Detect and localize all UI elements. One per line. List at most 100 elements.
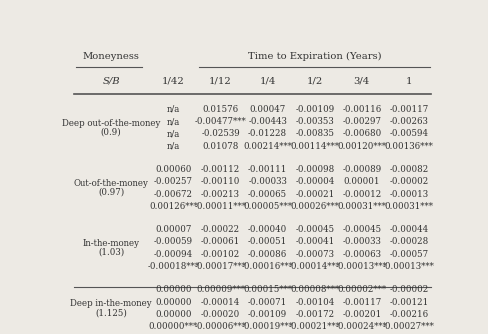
Text: -0.00109: -0.00109: [295, 105, 334, 114]
Text: -0.00041: -0.00041: [295, 237, 334, 246]
Text: n/a: n/a: [166, 130, 180, 139]
Text: -0.00033: -0.00033: [248, 177, 286, 186]
Text: -0.00086: -0.00086: [247, 250, 286, 259]
Text: -0.00012: -0.00012: [342, 190, 381, 199]
Text: -0.00117: -0.00117: [342, 298, 381, 307]
Text: -0.00006***: -0.00006***: [194, 322, 246, 331]
Text: -0.01228: -0.01228: [247, 130, 286, 139]
Text: -0.00045: -0.00045: [295, 225, 334, 234]
Text: -0.00002: -0.00002: [388, 177, 427, 186]
Text: 0.00136***: 0.00136***: [384, 142, 432, 151]
Text: 0.00008***: 0.00008***: [289, 285, 339, 294]
Text: -0.00017***: -0.00017***: [194, 262, 246, 271]
Text: -0.00013: -0.00013: [388, 190, 427, 199]
Text: 0.01078: 0.01078: [202, 142, 238, 151]
Text: -0.00021: -0.00021: [295, 190, 334, 199]
Text: -0.00002: -0.00002: [388, 285, 427, 294]
Text: -0.00109: -0.00109: [247, 310, 286, 319]
Text: -0.00257: -0.00257: [154, 177, 193, 186]
Text: -0.00014***: -0.00014***: [288, 262, 340, 271]
Text: -0.00201: -0.00201: [342, 310, 381, 319]
Text: 1/4: 1/4: [259, 77, 275, 86]
Text: 0.00214***: 0.00214***: [243, 142, 291, 151]
Text: S/B: S/B: [102, 77, 120, 86]
Text: -0.02539: -0.02539: [201, 130, 240, 139]
Text: 1/12: 1/12: [209, 77, 231, 86]
Text: -0.00073: -0.00073: [295, 250, 334, 259]
Text: -0.00353: -0.00353: [295, 117, 333, 126]
Text: -0.00071: -0.00071: [247, 298, 286, 307]
Text: -0.00094: -0.00094: [154, 250, 193, 259]
Text: 0.00002***: 0.00002***: [337, 285, 386, 294]
Text: 0.00000: 0.00000: [155, 285, 191, 294]
Text: -0.00443: -0.00443: [248, 117, 286, 126]
Text: -0.00098: -0.00098: [295, 165, 334, 174]
Text: (1.03): (1.03): [98, 248, 124, 257]
Text: 0.00007: 0.00007: [155, 225, 191, 234]
Text: 1/2: 1/2: [306, 77, 322, 86]
Text: Deep in-the-money: Deep in-the-money: [70, 300, 152, 309]
Text: -0.00011***: -0.00011***: [194, 202, 246, 211]
Text: 0.00005***: 0.00005***: [243, 202, 292, 211]
Text: Time to Expiration (Years): Time to Expiration (Years): [247, 52, 381, 61]
Text: -0.00045: -0.00045: [342, 225, 381, 234]
Text: -0.00216: -0.00216: [388, 310, 427, 319]
Text: -0.00022: -0.00022: [201, 225, 240, 234]
Text: -0.00089: -0.00089: [342, 165, 381, 174]
Text: 1: 1: [405, 77, 411, 86]
Text: -0.00065: -0.00065: [247, 190, 286, 199]
Text: -0.00013***: -0.00013***: [335, 262, 387, 271]
Text: -0.00028: -0.00028: [388, 237, 427, 246]
Text: In-the-money: In-the-money: [82, 239, 140, 248]
Text: 0.00126***: 0.00126***: [149, 202, 198, 211]
Text: Deep out-of-the-money: Deep out-of-the-money: [62, 119, 160, 128]
Text: -0.00112: -0.00112: [201, 165, 240, 174]
Text: -0.00102: -0.00102: [201, 250, 240, 259]
Text: -0.00213: -0.00213: [201, 190, 240, 199]
Text: -0.00051: -0.00051: [247, 237, 286, 246]
Text: 0.00015***: 0.00015***: [243, 285, 292, 294]
Text: 0.00060: 0.00060: [155, 165, 191, 174]
Text: Moneyness: Moneyness: [82, 52, 140, 61]
Text: -0.00477***: -0.00477***: [194, 117, 246, 126]
Text: -0.00018***: -0.00018***: [147, 262, 199, 271]
Text: -0.00014: -0.00014: [201, 298, 240, 307]
Text: 0.00026***: 0.00026***: [290, 202, 339, 211]
Text: (1.125): (1.125): [95, 308, 127, 317]
Text: -0.00116: -0.00116: [342, 105, 381, 114]
Text: -0.00021***: -0.00021***: [288, 322, 340, 331]
Text: n/a: n/a: [166, 142, 180, 151]
Text: -0.00082: -0.00082: [388, 165, 427, 174]
Text: -0.00594: -0.00594: [388, 130, 427, 139]
Text: -0.00172: -0.00172: [295, 310, 334, 319]
Text: 3/4: 3/4: [353, 77, 369, 86]
Text: 0.00000: 0.00000: [155, 310, 191, 319]
Text: -0.00672: -0.00672: [154, 190, 193, 199]
Text: -0.00044: -0.00044: [388, 225, 427, 234]
Text: -0.00111: -0.00111: [247, 165, 287, 174]
Text: (0.97): (0.97): [98, 188, 124, 197]
Text: 0.00031***: 0.00031***: [337, 202, 386, 211]
Text: -0.00063: -0.00063: [342, 250, 381, 259]
Text: -0.00110: -0.00110: [201, 177, 240, 186]
Text: -0.00680: -0.00680: [342, 130, 381, 139]
Text: n/a: n/a: [166, 105, 180, 114]
Text: -0.00121: -0.00121: [388, 298, 427, 307]
Text: -0.00117: -0.00117: [388, 105, 427, 114]
Text: -0.00057: -0.00057: [388, 250, 427, 259]
Text: 0.00031***: 0.00031***: [384, 202, 432, 211]
Text: 0.01576: 0.01576: [202, 105, 238, 114]
Text: 0.00009***: 0.00009***: [196, 285, 244, 294]
Text: -0.00061: -0.00061: [201, 237, 240, 246]
Text: -0.00013***: -0.00013***: [382, 262, 434, 271]
Text: 0.00000***: 0.00000***: [148, 322, 198, 331]
Text: -0.00835: -0.00835: [295, 130, 334, 139]
Text: -0.00297: -0.00297: [342, 117, 381, 126]
Text: n/a: n/a: [166, 117, 180, 126]
Text: 0.00120***: 0.00120***: [337, 142, 386, 151]
Text: -0.00059: -0.00059: [154, 237, 193, 246]
Text: -0.00016***: -0.00016***: [241, 262, 293, 271]
Text: -0.00024***: -0.00024***: [335, 322, 387, 331]
Text: -0.00033: -0.00033: [342, 237, 381, 246]
Text: 1/42: 1/42: [162, 77, 184, 86]
